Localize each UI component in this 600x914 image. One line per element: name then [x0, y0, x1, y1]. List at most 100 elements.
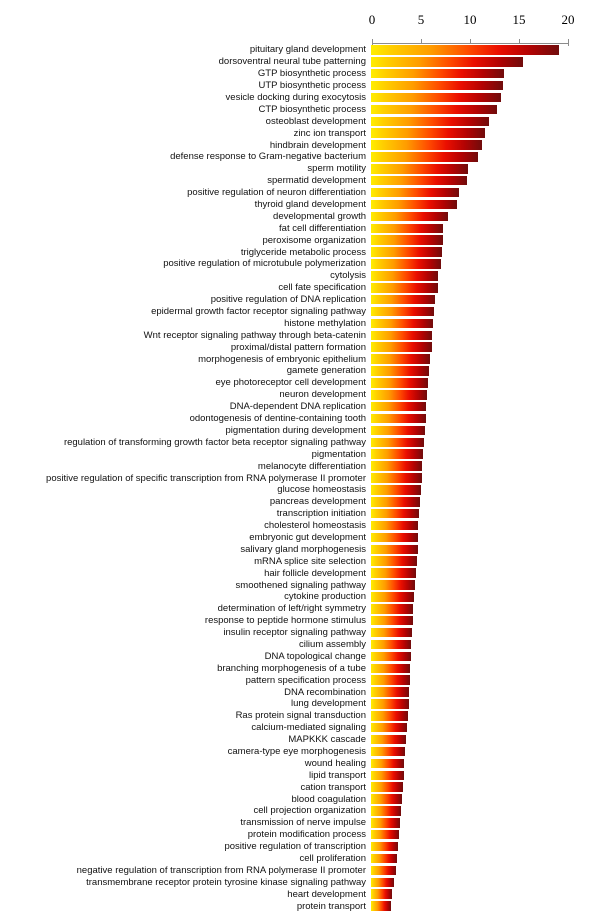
bar: [371, 627, 413, 638]
bar: [371, 687, 410, 697]
bar-track: [371, 485, 567, 495]
bar-track: [371, 520, 567, 531]
bar-row: determination of left/right symmetry: [0, 603, 600, 615]
category-label: cytolysis: [330, 270, 366, 282]
bar-track: [371, 271, 567, 281]
bar-track: [371, 675, 567, 685]
bar-track: [371, 639, 567, 650]
bar-track: [371, 841, 567, 852]
bar-track: [371, 247, 567, 257]
bar-row: cell proliferation: [0, 853, 600, 865]
bar: [371, 568, 417, 578]
bar-row: spermatid development: [0, 175, 600, 187]
category-label: smoothened signaling pathway: [235, 579, 366, 591]
bar-track: [371, 259, 567, 269]
bar-track: [371, 829, 567, 840]
bar-row: insulin receptor signaling pathway: [0, 627, 600, 639]
category-label: heart development: [287, 888, 366, 900]
category-label: eye photoreceptor cell development: [215, 377, 366, 389]
bar-track: [371, 782, 567, 792]
bar: [371, 782, 404, 792]
category-label: pituitary gland development: [249, 44, 366, 56]
bar-row: cation transport: [0, 781, 600, 793]
category-label: branching morphogenesis of a tube: [217, 662, 366, 674]
bar-track: [371, 366, 567, 376]
bar: [371, 271, 438, 281]
bar: [371, 330, 432, 341]
bar-track: [371, 758, 567, 769]
category-label: positive regulation of microtubule polym…: [163, 258, 366, 270]
bar-row: positive regulation of DNA replication: [0, 294, 600, 306]
bar-track: [371, 378, 567, 388]
category-label: MAPKKK cascade: [288, 734, 366, 746]
bar-row: pigmentation: [0, 448, 600, 460]
bar: [371, 841, 399, 852]
x-axis-end-tick: [371, 43, 373, 46]
bar-row: osteoblast development: [0, 115, 600, 127]
bar: [371, 437, 424, 448]
category-label: vesicle docking during exocytosis: [225, 92, 366, 103]
category-label: UTP biosynthetic process: [258, 80, 366, 92]
bar-track: [371, 818, 567, 828]
category-label: pattern specification process: [245, 674, 366, 686]
category-label: pigmentation: [311, 448, 366, 460]
bar-row: camera-type eye morphogenesis: [0, 746, 600, 758]
category-label: negative regulation of transcription fro…: [76, 864, 366, 876]
bar-track: [371, 283, 567, 293]
bar-track: [371, 128, 567, 138]
bar-track: [371, 330, 567, 341]
bar-track: [371, 140, 567, 150]
bar: [371, 497, 420, 507]
bar: [371, 699, 410, 709]
bar-track: [371, 223, 567, 234]
bar-track: [371, 342, 567, 352]
bar-track: [371, 116, 567, 127]
bar-track: [371, 580, 567, 590]
bar: [371, 580, 416, 590]
category-label: cilium assembly: [298, 638, 366, 650]
bar: [371, 461, 422, 471]
category-label: developmental growth: [273, 210, 366, 222]
bar: [371, 92, 502, 103]
bar-row: dorsoventral neural tube patterning: [0, 56, 600, 68]
bar-track: [371, 211, 567, 222]
category-label: regulation of transforming growth factor…: [63, 436, 366, 448]
bar-track: [371, 651, 567, 662]
x-axis-tick-labels: 0 5 10 15 20: [369, 12, 575, 28]
bar-track: [371, 604, 567, 614]
x-axis-tick-label: 5: [417, 12, 425, 27]
bar: [371, 140, 482, 150]
bar-track: [371, 497, 567, 507]
bar-row: triglyceride metabolic process: [0, 246, 600, 258]
category-label: hair follicle development: [264, 567, 366, 579]
bar-track: [371, 235, 567, 245]
bar: [371, 116, 489, 127]
bar: [371, 770, 405, 781]
bar: [371, 508, 420, 519]
top-x-axis: 0 5 10 15 20: [369, 12, 575, 46]
bar-track: [371, 449, 567, 459]
bar: [371, 485, 421, 495]
category-label: glucose homeostasis: [277, 484, 366, 496]
bar: [371, 223, 443, 234]
bar-row: MAPKKK cascade: [0, 734, 600, 746]
x-axis-tick-mark: [420, 39, 422, 43]
bar: [371, 175, 468, 186]
bar: [371, 425, 425, 436]
category-label: Ras protein signal transduction: [235, 710, 366, 722]
bar-track: [371, 306, 567, 317]
category-label: dorsoventral neural tube patterning: [218, 56, 366, 68]
bar-track: [371, 901, 567, 911]
bar-row: salivary gland morphogenesis: [0, 543, 600, 555]
category-label: proximal/distal pattern formation: [230, 341, 366, 353]
category-label: camera-type eye morphogenesis: [227, 745, 366, 757]
bar-track: [371, 568, 567, 578]
bar-row: protein modification process: [0, 829, 600, 841]
category-label: positive regulation of neuron differenti…: [187, 187, 366, 199]
bar-row: pituitary gland development: [0, 44, 600, 56]
category-label: hindbrain development: [269, 139, 366, 151]
bar-row: UTP biosynthetic process: [0, 80, 600, 92]
category-label: cholesterol homeostasis: [264, 520, 366, 532]
bar: [371, 532, 419, 543]
bar-track: [371, 508, 567, 519]
